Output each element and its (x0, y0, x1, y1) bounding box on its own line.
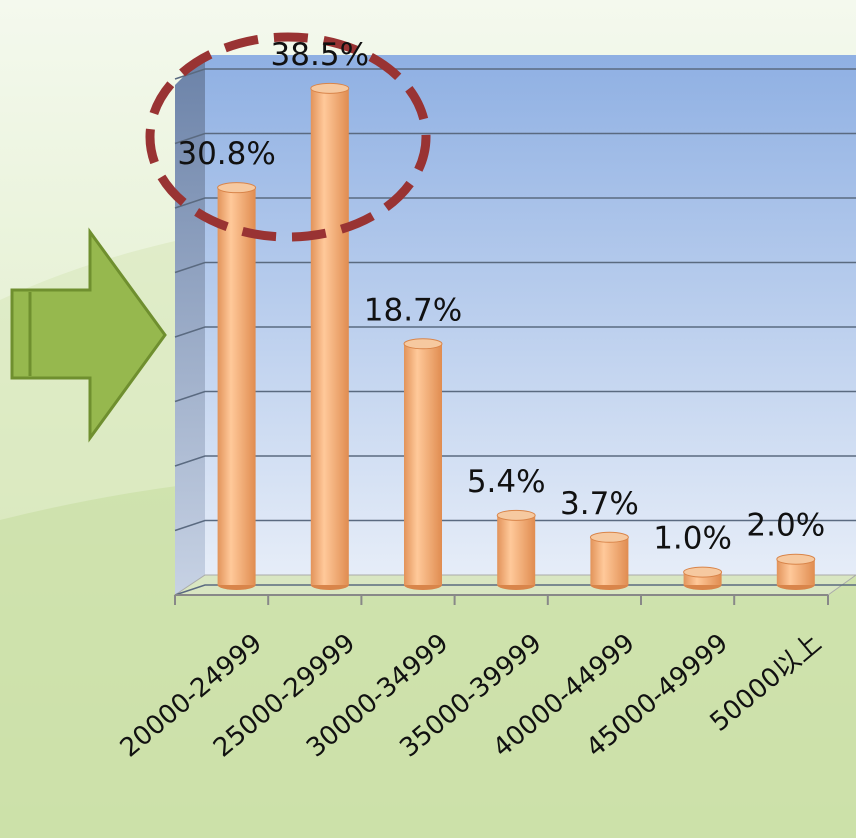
grid-line (174, 455, 856, 467)
bar (590, 537, 629, 585)
grid-line (174, 519, 856, 532)
value-label: 18.7% (364, 292, 462, 328)
value-label: 3.7% (560, 486, 639, 522)
highlight-ellipse (145, 32, 431, 242)
value-label: 1.0% (653, 521, 732, 557)
grid-line (174, 197, 856, 209)
grid-line (174, 390, 856, 403)
back-wall (205, 55, 856, 575)
bar (497, 515, 536, 585)
value-label: 30.8% (177, 136, 275, 172)
side-wall (175, 55, 205, 595)
value-label: 5.4% (467, 464, 546, 500)
bar (217, 187, 256, 585)
bar-top (683, 566, 723, 578)
bar-top (310, 82, 350, 94)
grid-line (174, 261, 856, 274)
grid-line (174, 132, 856, 145)
grid-line (174, 326, 856, 338)
bar (404, 343, 442, 585)
value-label: 38.5% (271, 37, 369, 73)
grid-line (174, 584, 856, 596)
bar-top (217, 182, 257, 194)
bar-top (403, 338, 443, 350)
bar (310, 88, 349, 585)
bar-top (776, 553, 816, 565)
value-label: 2.0% (746, 508, 825, 544)
bar-top (496, 509, 536, 521)
arrow (10, 227, 167, 443)
bar-top (589, 531, 629, 543)
